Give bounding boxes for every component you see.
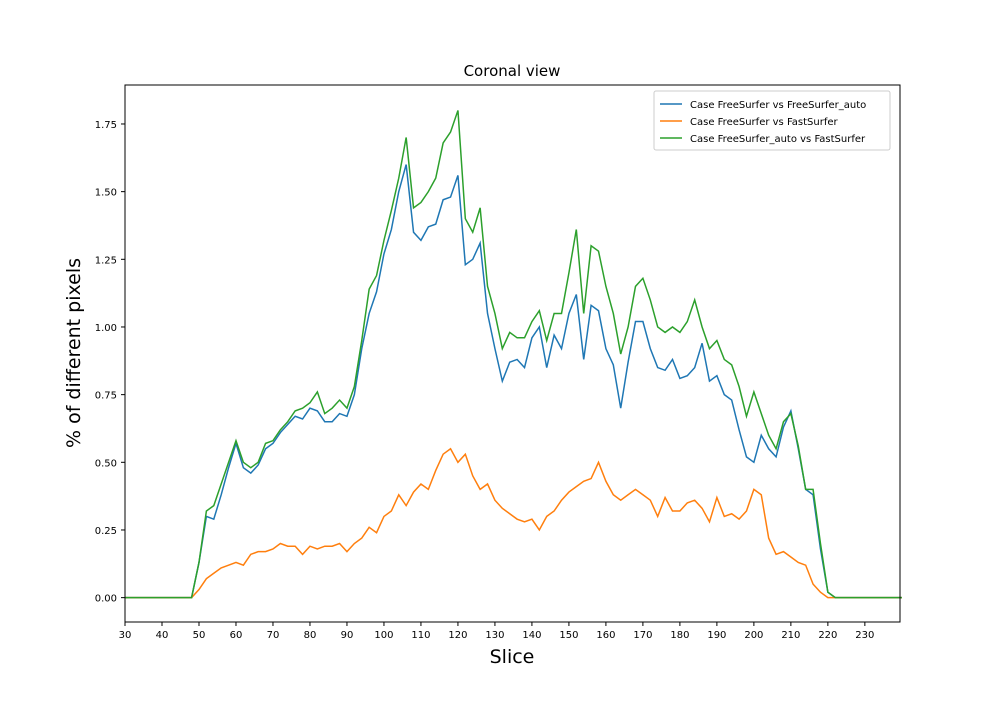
x-tick-label: 110 — [411, 630, 430, 641]
x-tick-label: 200 — [744, 630, 763, 641]
x-tick-label: 100 — [374, 630, 393, 641]
x-tick-label: 90 — [341, 630, 354, 641]
x-tick-label: 220 — [818, 630, 837, 641]
x-tick-label: 210 — [781, 630, 800, 641]
x-tick-label: 30 — [119, 630, 132, 641]
series-line — [125, 110, 902, 599]
x-axis-label: Slice — [490, 646, 535, 668]
y-tick-label: 0.50 — [95, 458, 117, 469]
y-tick-label: 1.25 — [95, 255, 117, 266]
x-tick-label: 180 — [670, 630, 689, 641]
y-axis-label: % of different pixels — [63, 258, 85, 448]
x-tick-label: 130 — [485, 630, 504, 641]
y-tick-label: 0.25 — [95, 526, 117, 537]
x-tick-label: 140 — [522, 630, 541, 641]
x-tick-label: 230 — [855, 630, 874, 641]
y-tick-label: 0.00 — [95, 594, 117, 605]
chart-title: Coronal view — [464, 62, 561, 80]
x-tick-label: 70 — [267, 630, 280, 641]
x-tick-label: 50 — [193, 630, 206, 641]
legend-label: Case FreeSurfer_auto vs FastSurfer — [690, 134, 866, 145]
series-line — [125, 447, 902, 599]
x-tick-label: 60 — [230, 630, 243, 641]
x-tick-label: 80 — [304, 630, 317, 641]
x-tick-label: 150 — [559, 630, 578, 641]
legend-box — [653, 90, 891, 151]
x-tick-label: 160 — [596, 630, 615, 641]
y-tick-label: 1.00 — [95, 323, 117, 334]
y-tick-label: 1.75 — [95, 120, 117, 131]
legend-label: Case FreeSurfer vs FastSurfer — [690, 117, 839, 128]
x-tick-label: 120 — [448, 630, 467, 641]
plot-frame — [124, 84, 901, 623]
x-tick-label: 170 — [633, 630, 652, 641]
y-tick-label: 1.50 — [95, 188, 117, 199]
legend-label: Case FreeSurfer vs FreeSurfer_auto — [690, 100, 866, 111]
x-tick-label: 190 — [707, 630, 726, 641]
x-tick-label: 40 — [156, 630, 169, 641]
series-line — [125, 164, 902, 599]
y-tick-label: 0.75 — [95, 391, 117, 402]
